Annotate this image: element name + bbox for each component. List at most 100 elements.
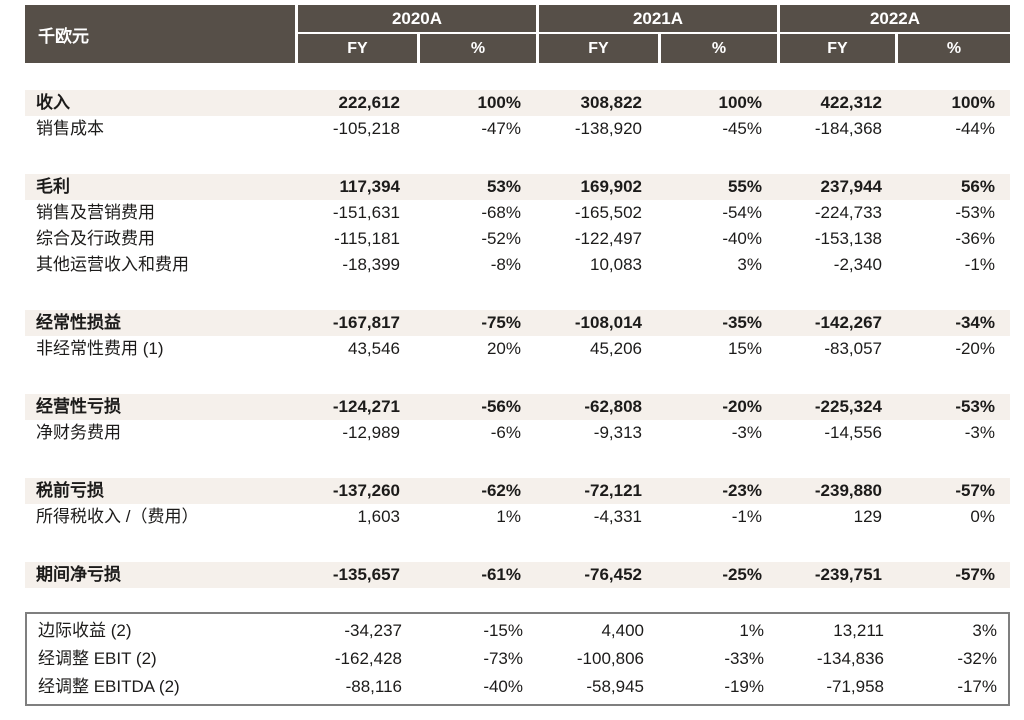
table-row: 其他运营收入和费用 -18,399 -8% 10,083 3% -2,340 -1% — [25, 252, 1010, 278]
cell-value: 45,206 — [590, 339, 642, 358]
cell-value: 422,312 — [820, 93, 882, 112]
cell-value: -100,806 — [576, 649, 644, 668]
cell-value: 117,394 — [339, 177, 400, 196]
pct-header-2021: % — [658, 34, 777, 63]
fy-header-2022: FY — [780, 34, 895, 63]
cell-value: 129 — [853, 507, 882, 526]
cell-value: -14,556 — [824, 423, 882, 442]
row-label: 净财务费用 — [36, 423, 121, 442]
col-group-2020: 2020A FY % — [295, 5, 536, 63]
cell-value: -138,920 — [574, 119, 642, 138]
cell-value: -23% — [722, 481, 762, 500]
cell-value: -15% — [483, 621, 523, 640]
fy-header-2020: FY — [298, 34, 417, 63]
cell-value: -6% — [490, 423, 521, 442]
cell-value: 53% — [486, 177, 521, 196]
year-header-2022: 2022A — [780, 5, 1010, 34]
cell-value: 222,612 — [338, 93, 400, 112]
cell-value: -76,452 — [584, 565, 642, 584]
cell-value: -108,014 — [574, 313, 642, 332]
table-row: 经调整 EBIT (2) -162,428 -73% -100,806 -33% -134… — [27, 645, 1008, 673]
cell-value: -35% — [722, 313, 762, 332]
cell-value: -1% — [731, 507, 762, 526]
cell-value: -134,836 — [816, 649, 884, 668]
cell-value: -124,271 — [332, 397, 400, 416]
table-row: 净财务费用 -12,989 -6% -9,313 -3% -14,556 -3% — [25, 420, 1010, 446]
cell-value: 308,822 — [580, 93, 642, 112]
row-label: 边际收益 (2) — [38, 621, 132, 640]
cell-value: -45% — [722, 119, 762, 138]
cell-value: -17% — [957, 677, 997, 696]
table-row: 经常性损益 -167,817 -75% -108,014 -35% -142,267 -34… — [25, 310, 1010, 336]
cell-value: -18,399 — [342, 255, 400, 274]
cell-value: -34,237 — [344, 621, 402, 640]
cell-value: -122,497 — [574, 229, 642, 248]
year-header-2020: 2020A — [298, 5, 536, 34]
table-row: 所得税收入 /（费用） 1,603 1% -4,331 -1% 129 0% — [25, 504, 1010, 530]
table-row: 税前亏损 -137,260 -62% -72,121 -23% -239,880 -57% — [25, 478, 1010, 504]
cell-value: -75% — [481, 313, 521, 332]
cell-value: 4,400 — [601, 621, 644, 640]
table-row: 非经常性费用 (1) 43,546 20% 45,206 15% -83,057 -20% — [25, 336, 1010, 362]
cell-value: -137,260 — [332, 481, 400, 500]
cell-value: 20% — [486, 339, 521, 358]
row-label: 经营性亏损 — [36, 397, 121, 416]
row-label: 所得税收入 /（费用） — [36, 507, 199, 526]
row-label: 经调整 EBIT (2) — [38, 649, 157, 668]
cell-value: -1% — [964, 255, 995, 274]
row-label: 经调整 EBITDA (2) — [38, 677, 180, 696]
cell-value: -40% — [722, 229, 762, 248]
cell-value: 13,211 — [833, 621, 884, 640]
cell-value: -3% — [731, 423, 762, 442]
cell-value: -153,138 — [814, 229, 882, 248]
table-row: 边际收益 (2) -34,237 -15% 4,400 1% 13,211 3% — [27, 617, 1008, 645]
table-row: 收入 222,612 100% 308,822 100% 422,312 100% — [25, 90, 1010, 116]
unit-label: 千欧元 — [25, 5, 295, 63]
financial-table: 千欧元 2020A FY % 2021A FY % 2022A FY % 收入 2… — [25, 5, 1010, 706]
row-label: 收入 — [36, 93, 70, 112]
cell-value: -47% — [481, 119, 521, 138]
cell-value: -36% — [955, 229, 995, 248]
cell-value: -52% — [481, 229, 521, 248]
cell-value: -72,121 — [584, 481, 642, 500]
cell-value: 10,083 — [590, 255, 642, 274]
row-label: 毛利 — [36, 177, 70, 196]
cell-value: 1% — [739, 621, 764, 640]
cell-value: -25% — [722, 565, 762, 584]
cell-value: 1% — [496, 507, 521, 526]
cell-value: -58,945 — [586, 677, 644, 696]
cell-value: -4,331 — [593, 507, 642, 526]
cell-value: -62,808 — [584, 397, 642, 416]
cell-value: -2,340 — [833, 255, 882, 274]
cell-value: -239,880 — [814, 481, 882, 500]
cell-value: -20% — [722, 397, 762, 416]
fy-header-2021: FY — [539, 34, 658, 63]
cell-value: 15% — [727, 339, 762, 358]
row-label: 经常性损益 — [36, 313, 121, 332]
row-label: 非经常性费用 (1) — [36, 339, 164, 358]
pct-header-2022: % — [895, 34, 1010, 63]
pct-header-2020: % — [417, 34, 536, 63]
cell-value: 100% — [951, 93, 995, 112]
cell-value: 55% — [727, 177, 762, 196]
row-label: 期间净亏损 — [36, 565, 121, 584]
cell-value: -224,733 — [814, 203, 882, 222]
cell-value: -53% — [955, 397, 995, 416]
cell-value: -115,181 — [334, 229, 400, 248]
year-header-2021: 2021A — [539, 5, 777, 34]
cell-value: -57% — [955, 565, 995, 584]
cell-value: -32% — [957, 649, 997, 668]
cell-value: -53% — [955, 203, 995, 222]
table-body: 收入 222,612 100% 308,822 100% 422,312 100% 销售成本 -… — [25, 90, 1010, 588]
table-row: 经营性亏损 -124,271 -56% -62,808 -20% -225,324 -53% — [25, 394, 1010, 420]
cell-value: -33% — [724, 649, 764, 668]
table-header: 千欧元 2020A FY % 2021A FY % 2022A FY % — [25, 5, 1010, 63]
cell-value: -12,989 — [342, 423, 400, 442]
cell-value: -40% — [483, 677, 523, 696]
cell-value: 1,603 — [357, 507, 400, 526]
cell-value: -88,116 — [345, 677, 402, 696]
cell-value: -167,817 — [332, 313, 400, 332]
cell-value: -105,218 — [332, 119, 400, 138]
cell-value: 100% — [477, 93, 521, 112]
cell-value: -225,324 — [814, 397, 882, 416]
